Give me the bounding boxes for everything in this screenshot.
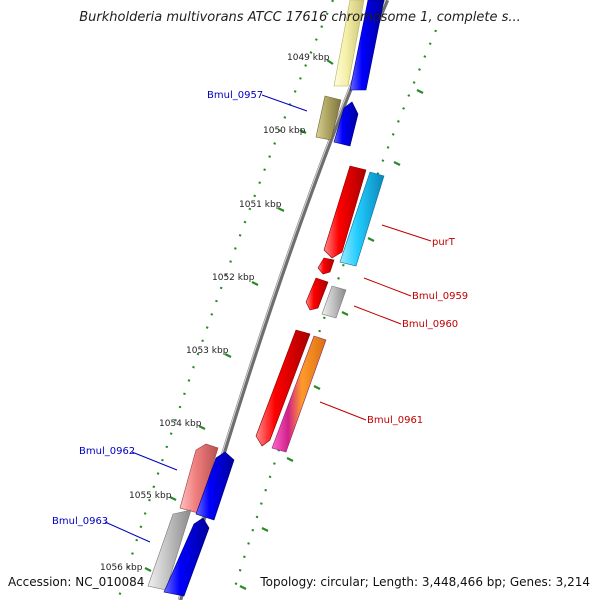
gene-striped[interactable] — [271, 335, 327, 453]
tick-label: 1055 kbp — [129, 491, 172, 501]
gene-purt[interactable] — [323, 165, 367, 259]
tick-label: 1049 kbp — [287, 53, 330, 63]
kbp-tick-labels: 1049 kbp 1050 kbp 1051 kbp 1052 kbp 1053… — [100, 53, 330, 573]
gene-blue-bottom[interactable] — [163, 517, 210, 597]
tick-label: 1053 kbp — [186, 346, 229, 356]
gene-blue-mid[interactable] — [195, 451, 235, 521]
outer-tick-track — [232, 29, 438, 591]
topology-text: Topology: circular; Length: 3,448,466 bp… — [256, 575, 590, 589]
tick-label: 1056 kbp — [100, 563, 143, 573]
tick-label: 1051 kbp — [239, 200, 282, 210]
major-ticks-inner — [144, 59, 334, 572]
gene-blue-top[interactable] — [349, 0, 385, 91]
major-ticks-outer — [239, 89, 424, 590]
gene-blue-small-1[interactable] — [333, 101, 359, 147]
gene-bmul-0957[interactable] — [315, 95, 342, 141]
map-title: Burkholderia multivorans ATCC 17616 chro… — [79, 10, 521, 25]
tick-label: 1052 kbp — [212, 273, 255, 283]
gene-label-bmul-0962[interactable]: Bmul_0962 — [79, 446, 135, 457]
gene-label-bmul-0959[interactable]: Bmul_0959 — [412, 291, 468, 302]
gene-label-bmul-0960[interactable]: Bmul_0960 — [402, 319, 458, 330]
gene-bmul-0960[interactable] — [321, 285, 347, 319]
inner-tick-track — [116, 0, 335, 600]
tick-label: 1050 kbp — [263, 126, 306, 136]
tick-label: 1054 kbp — [159, 419, 202, 429]
gene-label-purt[interactable]: purT — [432, 237, 456, 248]
gene-red-small[interactable] — [317, 257, 335, 275]
gene-bmul-0959[interactable] — [305, 277, 329, 311]
gene-cyan[interactable] — [339, 171, 385, 267]
leader-lines — [104, 94, 432, 543]
accession-text: Accession: NC_010084 — [8, 575, 147, 589]
gene-label-bmul-0957[interactable]: Bmul_0957 — [207, 90, 263, 101]
gene-label-bmul-0961[interactable]: Bmul_0961 — [367, 415, 423, 426]
gene-yellow-top[interactable] — [333, 0, 365, 87]
gene-bmul-0961[interactable] — [255, 329, 311, 447]
gene-label-bmul-0963[interactable]: Bmul_0963 — [52, 516, 108, 527]
